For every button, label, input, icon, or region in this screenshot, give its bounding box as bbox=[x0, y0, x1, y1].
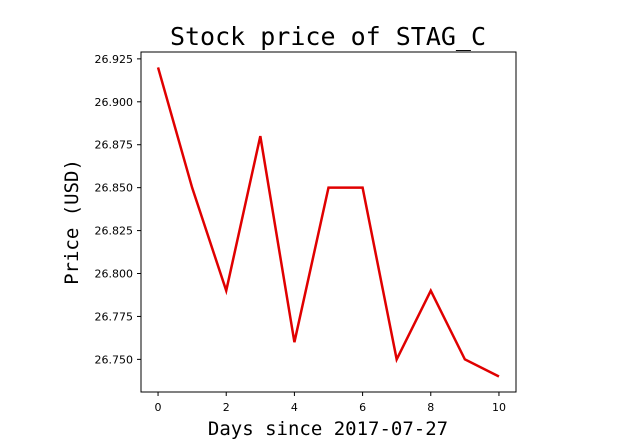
x-tick-label: 0 bbox=[155, 401, 162, 414]
y-axis: 26.750 26.775 26.800 26.825 26.850 26.875 26.9… bbox=[95, 53, 141, 366]
y-tick-label: 26.925 bbox=[95, 53, 134, 66]
series-layer bbox=[156, 67, 500, 378]
series-line-0 bbox=[156, 67, 500, 378]
x-tick-label: 8 bbox=[427, 401, 434, 414]
y-tick-label: 26.875 bbox=[95, 139, 134, 152]
y-tick-label: 26.900 bbox=[95, 96, 134, 109]
x-tick-label: 10 bbox=[492, 401, 506, 414]
x-tick-label: 6 bbox=[359, 401, 366, 414]
y-tick-label: 26.850 bbox=[95, 182, 134, 195]
y-tick-label: 26.800 bbox=[95, 268, 134, 281]
y-tick-label: 26.750 bbox=[95, 353, 134, 366]
chart-title: Stock price of STAG_C bbox=[170, 22, 486, 51]
x-axis-label: Days since 2017-07-27 bbox=[208, 418, 448, 440]
plot-area-frame bbox=[140, 51, 517, 393]
x-tick-label: 2 bbox=[223, 401, 230, 414]
x-axis: 0 2 4 6 8 10 bbox=[155, 392, 506, 414]
x-tick-label: 4 bbox=[291, 401, 298, 414]
y-tick-label: 26.775 bbox=[95, 310, 134, 323]
y-tick-label: 26.825 bbox=[95, 225, 134, 238]
y-axis-label: Price (USD) bbox=[61, 159, 83, 285]
